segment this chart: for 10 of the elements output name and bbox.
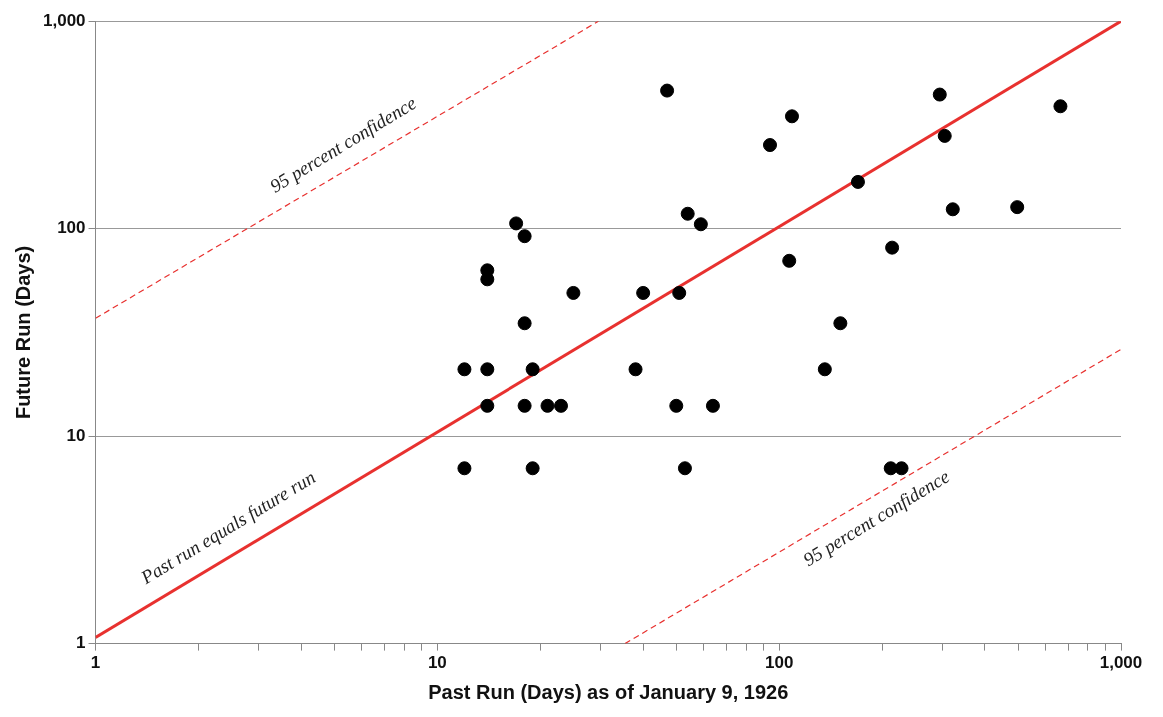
x-tick-label: 100 bbox=[764, 653, 794, 673]
x-tick-label: 10 bbox=[427, 653, 447, 673]
x-axis-title: Past Run (Days) as of January 9, 1926 bbox=[428, 680, 789, 703]
x-tick-label: 1 bbox=[90, 653, 101, 673]
y-axis-title: Future Run (Days) bbox=[11, 245, 34, 420]
y-tick-label: 1 bbox=[76, 633, 86, 653]
y-tick-label: 100 bbox=[57, 218, 86, 238]
x-tick-label: 1,000 bbox=[1099, 653, 1143, 673]
y-tick-label: 1,000 bbox=[42, 10, 86, 30]
y-tick-label: 10 bbox=[66, 425, 86, 445]
